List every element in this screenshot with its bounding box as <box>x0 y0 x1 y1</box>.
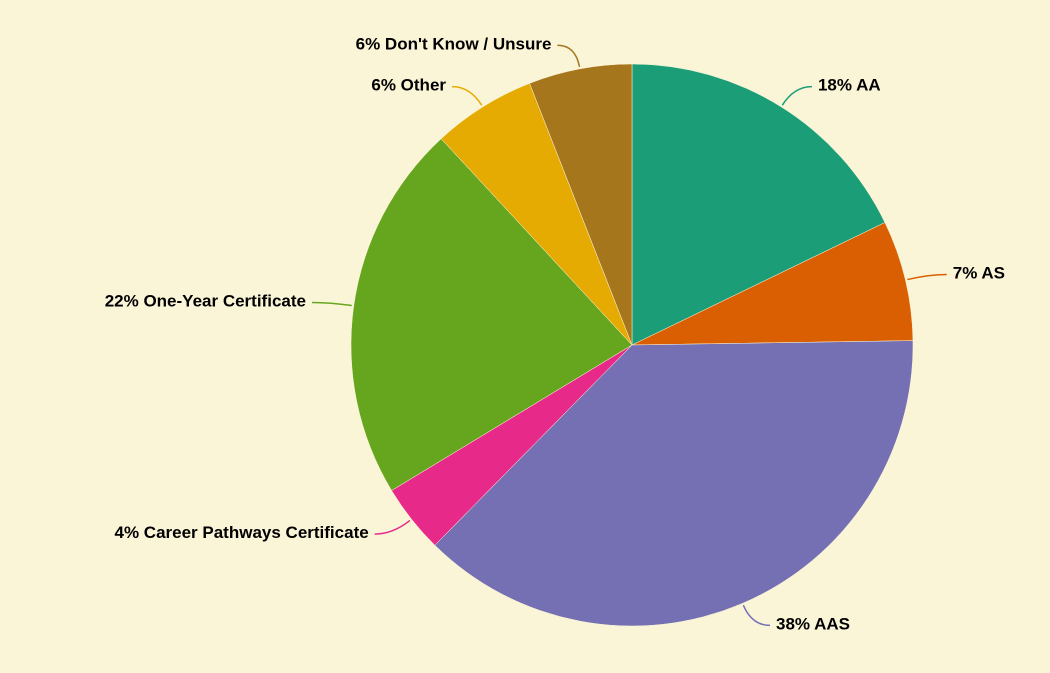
pie-slice <box>350 138 633 491</box>
slice-label: 4% Career Pathways Certificate <box>114 524 368 543</box>
slice-label: 18% AA <box>818 76 881 95</box>
value-label: 22% <box>105 292 139 311</box>
leader-line <box>311 301 352 307</box>
category-label: One-Year Certificate <box>143 292 306 311</box>
pie-slice <box>631 63 886 346</box>
value-label: 38% <box>776 615 810 634</box>
slice-label: 22% One-Year Certificate <box>105 292 306 311</box>
value-label: 6% <box>371 76 396 95</box>
category-label: AAS <box>814 615 850 634</box>
leader-line <box>557 44 581 68</box>
leader-line <box>907 273 947 281</box>
pie-slice <box>529 63 633 346</box>
category-label: Don't Know / Unsure <box>385 35 551 54</box>
leader-line <box>742 604 771 627</box>
pie-slice <box>631 222 914 346</box>
slice-label: 6% Don't Know / Unsure <box>356 35 552 54</box>
leader-line <box>452 85 483 106</box>
category-label: AA <box>856 76 881 95</box>
value-label: 18% <box>818 76 852 95</box>
category-label: Other <box>401 76 447 95</box>
pie-slice <box>434 340 914 627</box>
value-label: 6% <box>356 35 381 54</box>
slice-label: 38% AAS <box>776 615 850 634</box>
category-label: AS <box>981 264 1005 283</box>
slice-label: 7% AS <box>953 264 1005 283</box>
leader-line <box>781 85 812 106</box>
slice-label: 6% Other <box>371 76 446 95</box>
category-label: Career Pathways Certificate <box>144 524 369 543</box>
value-label: 7% <box>953 264 978 283</box>
value-label: 4% <box>114 524 139 543</box>
leader-line <box>374 519 411 535</box>
